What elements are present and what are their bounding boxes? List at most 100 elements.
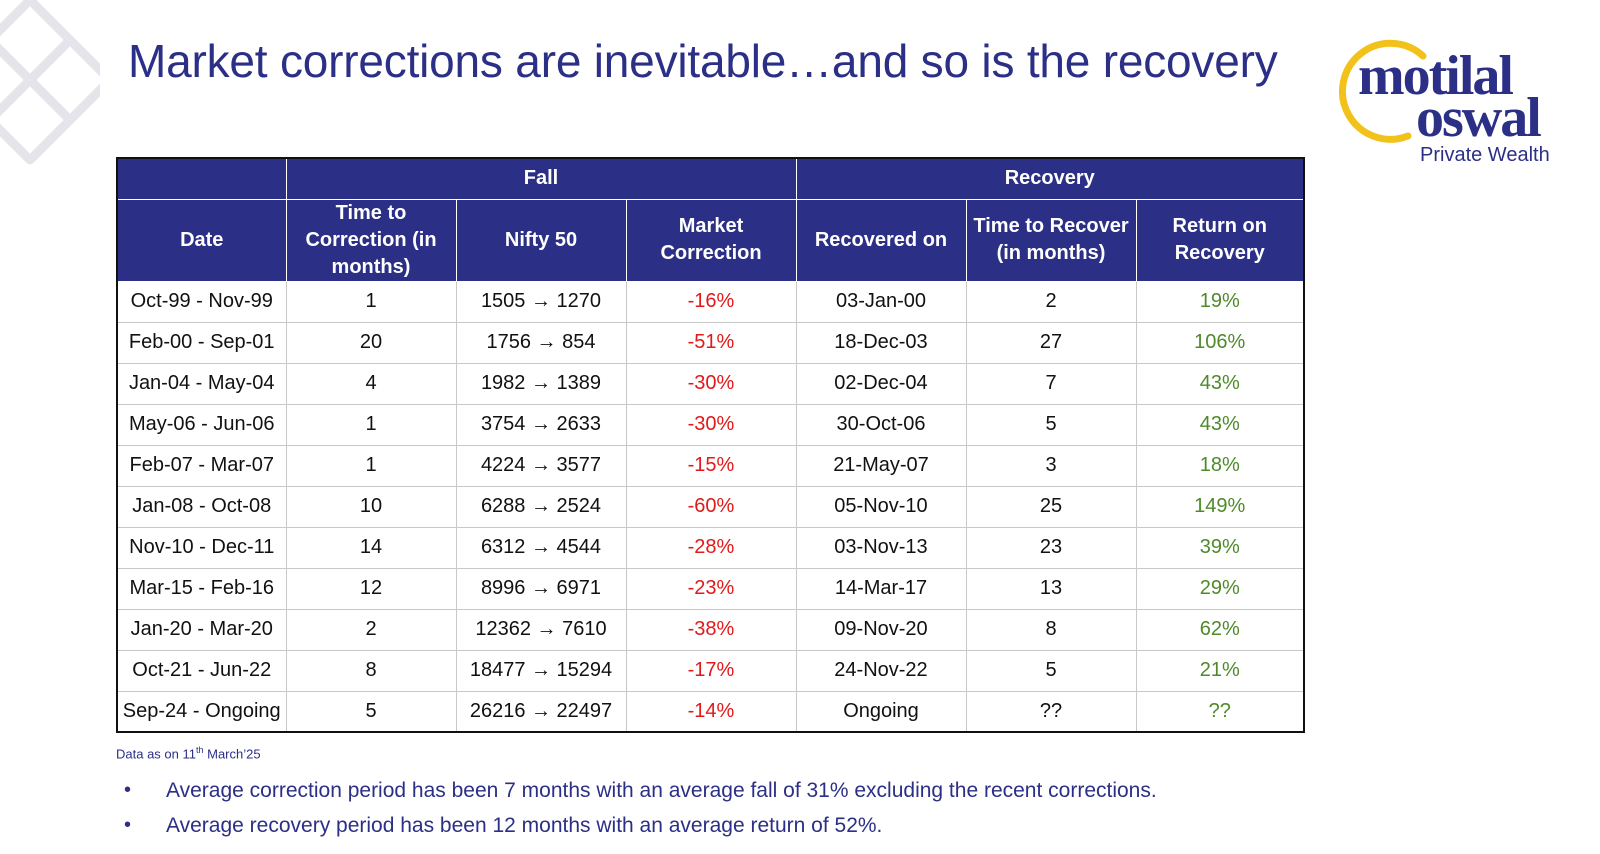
cell-time-to-correction: 1	[285, 403, 457, 446]
cell-time-to-correction: 1	[285, 280, 457, 323]
cell-time-to-correction: 14	[285, 526, 457, 569]
note-superscript: th	[195, 745, 204, 755]
cell-date: Jan-04 - May-04	[116, 362, 287, 405]
note-prefix: Data as on 11	[116, 746, 196, 762]
bullet-dot-icon: •	[124, 814, 132, 836]
cell-correction: -38%	[625, 608, 797, 651]
cell-nifty: 6312 → 4544	[455, 526, 627, 569]
cell-time-to-recover: 25	[965, 485, 1137, 528]
cell-return: 62%	[1135, 608, 1305, 651]
cell-correction: -30%	[625, 362, 797, 405]
cell-correction: -60%	[625, 485, 797, 528]
cell-recovered-on: 30-Oct-06	[795, 403, 967, 446]
cell-return: 39%	[1135, 526, 1305, 569]
bullet-item: • Average correction period has been 7 m…	[124, 773, 1157, 808]
cell-correction: -16%	[625, 280, 797, 323]
bullet-text: Average recovery period has been 12 mont…	[166, 813, 883, 837]
brand-logo: motilal oswal Private Wealth	[1328, 36, 1578, 171]
cell-recovered-on: 21-May-07	[795, 444, 967, 487]
cell-date: Jan-20 - Mar-20	[116, 608, 287, 651]
cell-time-to-correction: 20	[285, 321, 457, 364]
cell-recovered-on: 24-Nov-22	[795, 649, 967, 692]
cell-date: Nov-10 - Dec-11	[116, 526, 287, 569]
col-header-time-to-correction: Time to Correction (in months)	[285, 198, 457, 282]
col-header-recovered-on: Recovered on	[795, 198, 967, 282]
cell-time-to-recover: 3	[965, 444, 1137, 487]
fall-group-header: Fall	[285, 157, 797, 200]
logo-word-motilal: motilal	[1358, 45, 1514, 107]
cell-nifty: 18477 → 15294	[455, 649, 627, 692]
table-row: Jan-08 - Oct-08 10 6288 → 2524 -60% 05-Nov-1…	[116, 485, 1305, 528]
cell-recovered-on: 02-Dec-04	[795, 362, 967, 405]
logo-tagline: Private Wealth	[1420, 144, 1550, 166]
cell-nifty: 1505 → 1270	[455, 280, 627, 323]
table-row: Sep-24 - Ongoing 5 26216 → 22497 -14% Ongoin…	[116, 690, 1305, 733]
cell-time-to-correction: 2	[285, 608, 457, 651]
cell-time-to-recover: 27	[965, 321, 1137, 364]
cell-time-to-correction: 10	[285, 485, 457, 528]
cell-date: Oct-99 - Nov-99	[116, 280, 287, 323]
cell-time-to-recover: 5	[965, 649, 1137, 692]
cell-time-to-recover: ??	[965, 690, 1137, 733]
cell-time-to-recover: 13	[965, 567, 1137, 610]
cell-correction: -14%	[625, 690, 797, 733]
cell-correction: -28%	[625, 526, 797, 569]
decorative-lattice-pattern	[0, 0, 100, 165]
cell-time-to-correction: 5	[285, 690, 457, 733]
cell-recovered-on: 03-Nov-13	[795, 526, 967, 569]
cell-time-to-recover: 5	[965, 403, 1137, 446]
cell-nifty: 12362 → 7610	[455, 608, 627, 651]
cell-date: Sep-24 - Ongoing	[116, 690, 287, 733]
table-row: Mar-15 - Feb-16 12 8996 → 6971 -23% 14-Mar-1…	[116, 567, 1305, 610]
table-row: Oct-99 - Nov-99 1 1505 → 1270 -16% 03-Jan-00…	[116, 280, 1305, 323]
cell-recovered-on: 18-Dec-03	[795, 321, 967, 364]
cell-return: ??	[1135, 690, 1305, 733]
cell-nifty: 1982 → 1389	[455, 362, 627, 405]
cell-return: 43%	[1135, 362, 1305, 405]
cell-time-to-correction: 4	[285, 362, 457, 405]
cell-time-to-recover: 2	[965, 280, 1137, 323]
cell-return: 149%	[1135, 485, 1305, 528]
cell-correction: -17%	[625, 649, 797, 692]
cell-date: Feb-07 - Mar-07	[116, 444, 287, 487]
cell-return: 18%	[1135, 444, 1305, 487]
cell-recovered-on: 09-Nov-20	[795, 608, 967, 651]
cell-date: Feb-00 - Sep-01	[116, 321, 287, 364]
table-row: Jan-20 - Mar-20 2 12362 → 7610 -38% 09-Nov-2…	[116, 608, 1305, 651]
column-header-row: Date Time to Correction (in months) Nift…	[116, 198, 1305, 282]
table-body: Oct-99 - Nov-99 1 1505 → 1270 -16% 03-Jan-00…	[116, 280, 1305, 733]
bullet-item: • Average recovery period has been 12 mo…	[124, 808, 1157, 843]
empty-header-cell	[116, 157, 287, 200]
corrections-table: Fall Recovery Date Time to Correction (i…	[116, 157, 1305, 733]
cell-nifty: 6288 → 2524	[455, 485, 627, 528]
col-header-nifty: Nifty 50	[455, 198, 627, 282]
cell-date: Jan-08 - Oct-08	[116, 485, 287, 528]
bullet-text: Average correction period has been 7 mon…	[166, 778, 1157, 802]
table-row: Jan-04 - May-04 4 1982 → 1389 -30% 02-Dec-04…	[116, 362, 1305, 405]
cell-time-to-correction: 12	[285, 567, 457, 610]
cell-nifty: 8996 → 6971	[455, 567, 627, 610]
cell-return: 29%	[1135, 567, 1305, 610]
cell-recovered-on: 14-Mar-17	[795, 567, 967, 610]
slide-title: Market corrections are inevitable…and so…	[128, 35, 1278, 87]
cell-time-to-recover: 8	[965, 608, 1137, 651]
cell-date: Mar-15 - Feb-16	[116, 567, 287, 610]
logo-word-oswal: oswal	[1416, 87, 1542, 149]
cell-time-to-correction: 1	[285, 444, 457, 487]
cell-recovered-on: 03-Jan-00	[795, 280, 967, 323]
cell-correction: -15%	[625, 444, 797, 487]
table-row: Feb-00 - Sep-01 20 1756 → 854 -51% 18-Dec-03…	[116, 321, 1305, 364]
bullet-dot-icon: •	[124, 779, 132, 801]
cell-correction: -51%	[625, 321, 797, 364]
col-header-market-correction: Market Correction	[625, 198, 797, 282]
cell-nifty: 1756 → 854	[455, 321, 627, 364]
logo-ring-icon	[1339, 39, 1427, 143]
cell-recovered-on: 05-Nov-10	[795, 485, 967, 528]
cell-nifty: 26216 → 22497	[455, 690, 627, 733]
cell-return: 19%	[1135, 280, 1305, 323]
note-suffix: March’25	[203, 746, 261, 762]
cell-time-to-recover: 7	[965, 362, 1137, 405]
cell-return: 21%	[1135, 649, 1305, 692]
table-row: Oct-21 - Jun-22 8 18477 → 15294 -17% 24-Nov-…	[116, 649, 1305, 692]
cell-date: May-06 - Jun-06	[116, 403, 287, 446]
